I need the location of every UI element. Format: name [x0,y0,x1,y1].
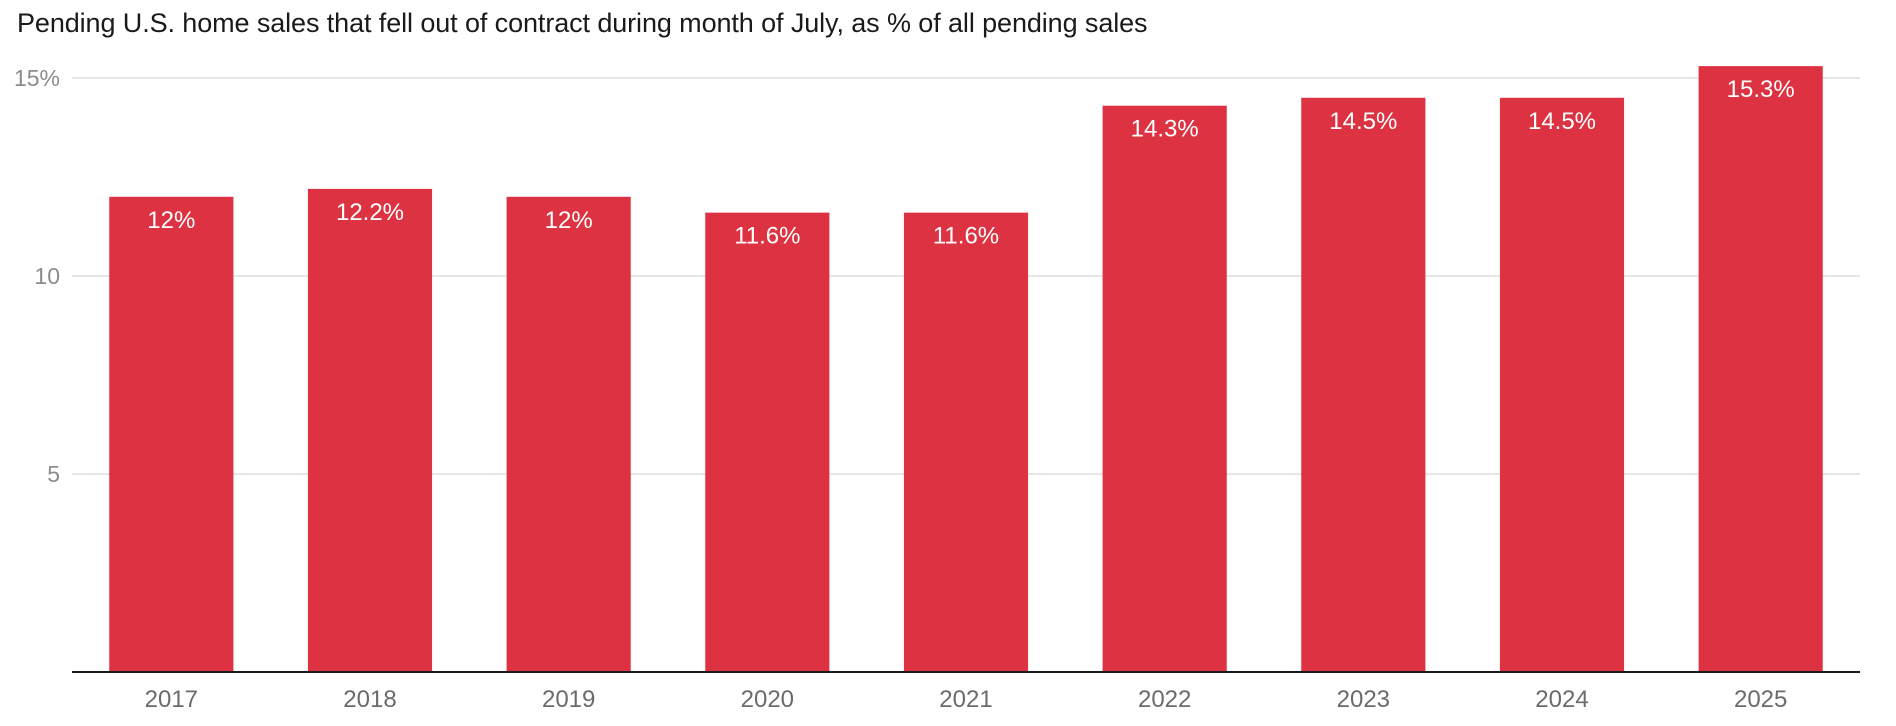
bar-2021 [903,212,1029,672]
bar-2024 [1499,97,1625,673]
bar-value-label: 14.5% [1528,108,1596,135]
bar-data-labels: 12% 12.2% 12% 11.6% 11.6% 14.3% 14.5% 14.5% 15.3… [147,76,1794,250]
y-tick-label: 5 [47,461,60,487]
bar-value-label: 15.3% [1727,76,1795,103]
x-tick-label: 2018 [343,686,396,713]
bar-value-label: 14.3% [1131,116,1199,143]
bar-value-label: 12% [545,207,593,234]
bar-value-label: 14.5% [1329,108,1397,135]
y-tick-label: 15% [14,65,60,91]
x-tick-label: 2019 [542,686,595,713]
x-tick-label: 2020 [741,686,794,713]
x-tick-label: 2024 [1535,686,1588,713]
bars [109,66,1823,673]
bar-2022 [1102,105,1227,673]
bar-value-label: 11.6% [933,223,999,250]
bar-2019 [506,196,631,673]
y-tick-label: 10 [34,263,60,289]
x-tick-label: 2025 [1734,686,1787,713]
x-tick-label: 2021 [939,686,992,713]
bar-2017 [109,196,234,673]
y-axis-ticks: 5 10 15% [14,65,60,487]
x-tick-label: 2023 [1337,686,1390,713]
bar-2025 [1698,66,1823,673]
x-tick-label: 2017 [145,686,198,713]
bar-value-label: 11.6% [734,223,800,250]
bar-2023 [1301,97,1426,673]
bar-value-label: 12.2% [336,199,404,226]
bar-2018 [307,188,433,672]
x-tick-label: 2022 [1138,686,1191,713]
chart-title: Pending U.S. home sales that fell out of… [17,8,1148,38]
bar-value-label: 12% [147,207,195,234]
bar-2020 [705,212,830,672]
x-axis-ticks: 2017 2018 2019 2020 2021 2022 2023 2024 2025 [145,686,1788,713]
